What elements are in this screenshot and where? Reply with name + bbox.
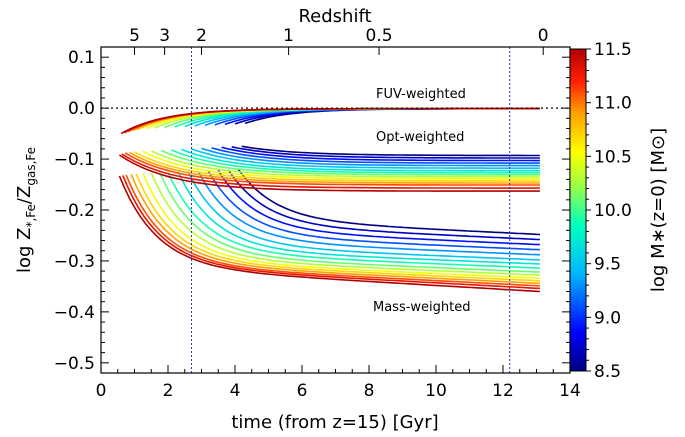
annotation-fuv: FUV-weighted — [376, 87, 466, 102]
colorbar-tick-label: 10.0 — [594, 201, 632, 221]
x-tick-label: 6 — [297, 381, 308, 401]
colorbar-tick-label: 11.0 — [594, 94, 632, 114]
ticks-layer: 0 2 4 6 8 10 12 14 5 3 2 1 0.5 0 0.1 0.0 −0.1 −0.2 −0.3 −0.… — [54, 26, 581, 401]
opt-series-line — [150, 150, 540, 178]
x-tick-label: 4 — [230, 381, 241, 401]
mass-series-line — [122, 175, 540, 290]
colorbar-tick-label: 11.5 — [594, 40, 632, 60]
x-tick-label: 2 — [163, 381, 174, 401]
y-tick-label: −0.1 — [54, 150, 95, 170]
y-label-den: Z — [14, 186, 35, 198]
colorbar — [569, 48, 587, 372]
mass-series-line — [130, 173, 540, 285]
opt-series-line — [181, 148, 540, 172]
y-tick-label: 0.0 — [68, 99, 95, 119]
y-tick-label: 0.1 — [68, 48, 95, 68]
mass-series-line — [187, 171, 540, 261]
mass-series-line — [207, 170, 540, 251]
opt-series-line — [231, 146, 540, 159]
opt-series-line — [211, 147, 540, 164]
opt-series-line — [191, 148, 540, 169]
mass-series-line — [177, 171, 540, 265]
redshift-tick-label: 2 — [196, 26, 207, 46]
y-tick-label: −0.4 — [54, 303, 95, 323]
mass-series-line — [197, 170, 540, 256]
opt-series-line — [129, 151, 540, 184]
fuv-series-line — [120, 107, 540, 135]
opt-series-line — [201, 147, 540, 167]
colorbar-label: log M∗(z=0) [M⊙] — [648, 128, 669, 292]
mass-series-line — [150, 172, 540, 276]
opt-series-line — [160, 149, 540, 176]
opt-series-line — [121, 153, 540, 189]
mass-series-line — [135, 173, 540, 282]
series-layer — [118, 107, 540, 293]
redshift-tick-label: 1 — [283, 26, 294, 46]
svg-text:log Z*,Fe/Zgas,Fe: log Z*,Fe/Zgas,Fe — [14, 147, 38, 273]
mass-series-line — [158, 171, 540, 273]
opt-series-line — [118, 154, 540, 192]
redshift-tick-label: 0.5 — [366, 26, 393, 46]
x-tick-label: 8 — [364, 381, 375, 401]
y-label-slash: / — [14, 197, 35, 204]
x-tick-label: 0 — [96, 381, 107, 401]
mass-series-line — [217, 169, 540, 246]
y-tick-label: −0.5 — [54, 354, 95, 374]
colorbar-tick-label: 8.5 — [594, 362, 621, 382]
y-tick-label: −0.3 — [54, 252, 95, 272]
colorbar-tick-label: 9.0 — [594, 308, 621, 328]
y-label-main: log Z — [14, 228, 35, 274]
colorbar-tick-label: 10.5 — [594, 147, 632, 167]
mass-series-line — [118, 175, 540, 293]
redshift-tick-label: 0 — [538, 26, 549, 46]
x-tick-label: 12 — [492, 381, 514, 401]
x-tick-label: 14 — [559, 381, 581, 401]
opt-series-line — [171, 149, 540, 174]
fuv-series-line — [127, 107, 540, 133]
redshift-tick-label: 3 — [159, 26, 170, 46]
colorbar-ticks: 11.5 11.0 10.5 10.0 9.5 9.0 8.5 — [586, 40, 632, 382]
mass-series-line — [142, 172, 540, 280]
opt-series-line — [134, 151, 540, 182]
redshift-tick-label: 5 — [129, 26, 140, 46]
opt-series-line — [142, 150, 540, 180]
annotation-mass: Mass-weighted — [373, 300, 471, 315]
opt-series-line — [221, 146, 540, 162]
y-axis-label: log Z*,Fe/Zgas,Fe — [14, 147, 38, 273]
mass-series-line — [167, 171, 540, 269]
opt-series-line — [124, 152, 540, 186]
y-tick-label: −0.2 — [54, 201, 95, 221]
mass-series-line — [227, 169, 540, 241]
annotation-opt: Opt-weighted — [376, 130, 464, 145]
x-axis-label: time (from z=15) [Gyr] — [231, 412, 438, 433]
opt-series-line — [241, 145, 540, 157]
y-label-den-sub: gas,Fe — [24, 147, 38, 186]
top-axis-label: Redshift — [298, 6, 371, 27]
mass-series-line — [237, 168, 540, 236]
mass-series-line — [125, 174, 540, 287]
colorbar-tick-label: 9.5 — [594, 255, 621, 275]
y-label-sub: *,Fe — [24, 204, 38, 227]
fuv-series-line — [132, 107, 540, 132]
x-tick-label: 10 — [425, 381, 447, 401]
